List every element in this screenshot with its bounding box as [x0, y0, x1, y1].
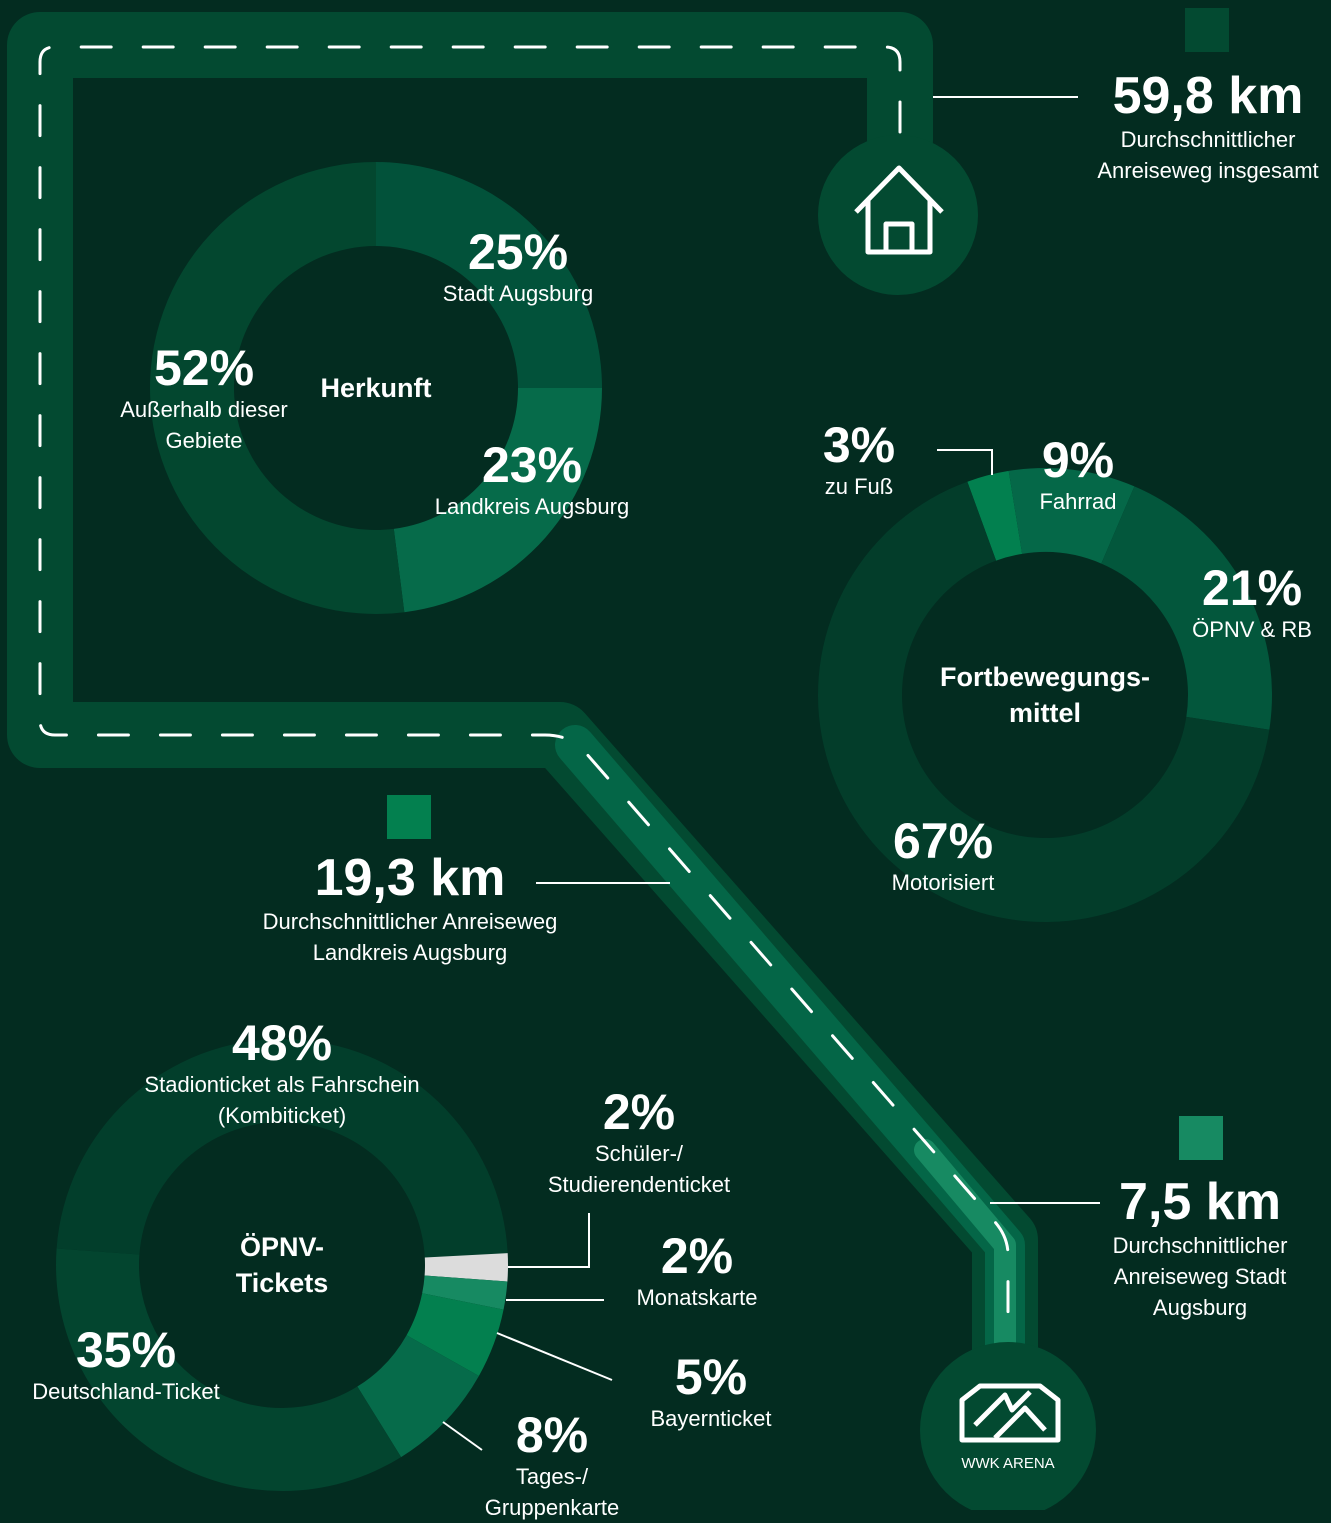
distance-label: Durchschnittlicher Anreiseweg Landkreis … — [262, 909, 558, 965]
home-icon — [854, 165, 944, 255]
category-label: Landkreis Augsburg — [434, 494, 630, 519]
value-label: 25% — [467, 224, 569, 280]
segment-label: 3% zu Fuß — [799, 419, 919, 502]
road-dashes — [38, 45, 1010, 1342]
category-label: Stadionticket als Fahrschein (Kombiticke… — [144, 1072, 420, 1128]
category-label: Monatskarte — [636, 1285, 758, 1310]
category-label: ÖPNV & RB — [1192, 617, 1312, 642]
distance-callout: 7,5 km Durchschnittlicher Anreiseweg Stad… — [1085, 1174, 1315, 1323]
value-label: 3% — [822, 417, 896, 473]
segment-label: 21% ÖPNV & RB — [1172, 562, 1331, 645]
value-label: 23% — [481, 437, 583, 493]
donut-segment — [1101, 486, 1272, 730]
donut-segment — [422, 1275, 508, 1310]
donut-segment — [406, 1293, 504, 1376]
value-label: 5% — [674, 1349, 748, 1405]
segment-label: 52% Außerhalb dieser Gebiete — [104, 342, 304, 456]
distance-swatch — [1179, 1116, 1223, 1160]
distance-label: Durchschnittlicher Anreiseweg insgesamt — [1097, 127, 1319, 183]
value-label: 2% — [660, 1228, 734, 1284]
donut-segment — [967, 470, 1023, 561]
category-label: Außerhalb dieser Gebiete — [120, 397, 288, 453]
leader-line — [937, 449, 993, 475]
segment-label: 67% Motorisiert — [853, 815, 1033, 898]
home-circle — [818, 135, 978, 295]
chart-title: Herkunft — [320, 373, 432, 403]
category-label: Schüler-/ Studierendenticket — [547, 1141, 731, 1197]
donut-segment — [56, 1248, 402, 1491]
value-label: 35% — [75, 1322, 177, 1378]
segment-label: 35% Deutschland-Ticket — [6, 1324, 246, 1407]
category-label: Bayernticket — [650, 1406, 772, 1431]
donut-segment — [56, 1039, 508, 1258]
segment-label: 8% Tages-/ Gruppenkarte — [452, 1409, 652, 1523]
donut-segment — [393, 388, 602, 613]
leader-line — [508, 1213, 590, 1268]
segment-label: 9% Fahrrad — [1008, 434, 1148, 517]
donut-segment — [424, 1253, 508, 1282]
donut-segment — [817, 481, 1270, 923]
chart-title: ÖPNV-Tickets — [235, 1232, 329, 1298]
distance-value: 7,5 km — [1119, 1173, 1281, 1231]
distance-callout: 19,3 km Durchschnittlicher Anreiseweg Lan… — [220, 850, 600, 968]
category-label: Motorisiert — [891, 870, 995, 895]
distance-swatch — [1185, 8, 1229, 52]
value-label: 21% — [1201, 560, 1303, 616]
category-label: Fahrrad — [1039, 489, 1117, 514]
segment-label: 23% Landkreis Augsburg — [392, 439, 672, 522]
donut-segment — [150, 162, 405, 614]
value-label: 9% — [1041, 432, 1115, 488]
category-label: Stadt Augsburg — [442, 281, 594, 306]
donut-segment — [357, 1335, 479, 1458]
segment-label: 2% Monatskarte — [597, 1230, 797, 1313]
category-label: Deutschland-Ticket — [32, 1379, 220, 1404]
distance-swatch — [387, 795, 431, 839]
value-label: 52% — [153, 340, 255, 396]
category-label: zu Fuß — [824, 474, 894, 499]
segment-label: 25% Stadt Augsburg — [388, 226, 648, 309]
road-lane-light — [914, 1139, 1016, 1371]
distance-label: Durchschnittlicher Anreiseweg Stadt Augs… — [1112, 1233, 1288, 1320]
road — [7, 12, 1038, 1463]
segment-label: 5% Bayernticket — [611, 1351, 811, 1434]
value-label: 2% — [602, 1084, 676, 1140]
leader-line — [496, 1332, 613, 1381]
donut-segment — [1008, 468, 1135, 564]
value-label: 67% — [892, 813, 994, 869]
distance-callout: 59,8 km Durchschnittlicher Anreiseweg ins… — [1093, 68, 1323, 186]
distance-value: 19,3 km — [314, 849, 506, 907]
segment-label: 48% Stadionticket als Fahrschein (Kombiti… — [122, 1017, 442, 1131]
arena-label: WWK ARENA — [961, 1455, 1054, 1472]
leader-line — [442, 1421, 483, 1451]
category-label: Tages-/ Gruppenkarte — [484, 1464, 620, 1520]
arena-icon — [959, 1383, 1061, 1443]
value-label: 8% — [515, 1407, 589, 1463]
chart-title: Fortbewegungs-mittel — [940, 662, 1150, 728]
value-label: 48% — [231, 1015, 333, 1071]
leaders — [442, 96, 1100, 1451]
distance-value: 59,8 km — [1112, 67, 1304, 125]
segment-label: 2% Schüler-/ Studierendenticket — [519, 1086, 759, 1200]
donut-segment — [376, 162, 602, 388]
